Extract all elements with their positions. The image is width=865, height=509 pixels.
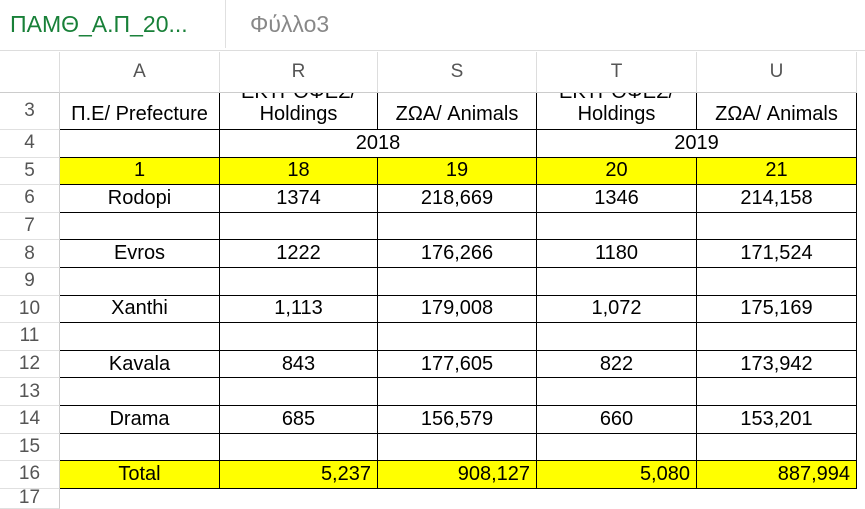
cell[interactable]: 177,605 [378,350,537,379]
cell[interactable]: 21 [697,157,857,186]
row-number[interactable]: 15 [0,433,60,462]
cell[interactable] [60,212,220,241]
column-header[interactable]: A [60,52,220,93]
cell[interactable] [378,323,537,351]
cell[interactable]: 1 [60,157,220,186]
cell[interactable]: Drama [60,406,220,434]
cell[interactable]: 153,201 [697,406,857,434]
cell[interactable] [60,130,220,158]
cell[interactable]: 1180 [537,240,697,268]
cell[interactable]: 5,237 [220,461,378,489]
cell[interactable]: 660 [537,406,697,434]
cell[interactable] [378,212,537,241]
cell[interactable]: 214,158 [697,185,857,213]
cell[interactable] [60,378,220,406]
cell[interactable]: 218,669 [378,185,537,213]
cell[interactable] [537,378,697,406]
cell[interactable]: 176,266 [378,240,537,268]
cell[interactable]: 20 [537,157,697,186]
cell[interactable]: 843 [220,350,378,379]
row-number[interactable]: 10 [0,295,60,324]
row-number[interactable]: 7 [0,212,60,241]
row-number[interactable]: 11 [0,323,60,351]
cell[interactable] [697,212,857,241]
cell[interactable] [220,268,378,296]
cell[interactable]: Rodopi [60,185,220,213]
row-number[interactable]: 13 [0,378,60,406]
cell[interactable]: 19 [378,157,537,186]
row-number[interactable]: 12 [0,350,60,379]
cell[interactable] [537,268,697,296]
cell[interactable] [697,268,857,296]
cell[interactable]: 156,579 [378,406,537,434]
divider [0,50,865,51]
cell[interactable] [537,433,697,462]
cell[interactable]: ΖΩΑ/ Animals [378,93,537,130]
cell[interactable] [537,212,697,241]
cell[interactable]: Π.Ε/ Prefecture [60,93,220,130]
cell[interactable] [697,433,857,462]
cell[interactable]: 175,169 [697,295,857,324]
cell[interactable]: 1,113 [220,295,378,324]
row-number[interactable]: 14 [0,406,60,434]
column-header[interactable]: T [537,52,697,93]
cell[interactable]: Total [60,461,220,489]
cell[interactable]: 685 [220,406,378,434]
column-header[interactable]: U [697,52,857,93]
cell[interactable]: 5,080 [537,461,697,489]
cell[interactable]: ΕΚΤΡΟΦΕΣ/ Holdings [537,93,697,130]
corner [0,52,60,93]
cell[interactable]: 171,524 [697,240,857,268]
cell[interactable]: 1222 [220,240,378,268]
row-number[interactable]: 6 [0,185,60,213]
cell[interactable] [378,378,537,406]
cell[interactable] [220,378,378,406]
cell[interactable]: 822 [537,350,697,379]
sheet-tab[interactable]: ΠΑΜΘ_Α.Π_20... [0,0,226,48]
cell[interactable] [697,378,857,406]
row-number[interactable]: 16 [0,461,60,489]
cell[interactable]: 887,994 [697,461,857,489]
cell[interactable] [378,433,537,462]
row-number[interactable]: 9 [0,268,60,296]
cell[interactable]: 2019 [537,130,857,158]
sheet-tab[interactable]: Φύλλο3 [250,10,330,37]
cell[interactable]: 1346 [537,185,697,213]
cell[interactable]: ΕΚΤΡΟΦΕΣ/ Holdings [220,93,378,130]
row-number[interactable]: 3 [0,93,60,130]
row-number[interactable]: 4 [0,130,60,158]
cell[interactable] [537,323,697,351]
cell[interactable] [697,323,857,351]
column-header[interactable]: S [378,52,537,93]
row-number[interactable]: 17 [0,488,60,509]
cell[interactable]: ΖΩΑ/ Animals [697,93,857,130]
row-number[interactable]: 5 [0,157,60,186]
cell[interactable] [60,323,220,351]
row-number[interactable]: 8 [0,240,60,268]
cell[interactable] [60,268,220,296]
cell[interactable]: 18 [220,157,378,186]
cell[interactable]: 1374 [220,185,378,213]
cell[interactable]: Xanthi [60,295,220,324]
cell[interactable] [60,433,220,462]
cell[interactable]: 1,072 [537,295,697,324]
column-header[interactable]: R [220,52,378,93]
cell[interactable] [220,323,378,351]
cell[interactable] [220,212,378,241]
cell[interactable] [378,268,537,296]
cell[interactable] [220,433,378,462]
cell[interactable]: 179,008 [378,295,537,324]
cell[interactable]: 908,127 [378,461,537,489]
cell[interactable]: Kavala [60,350,220,379]
cell[interactable]: Evros [60,240,220,268]
cell[interactable]: 2018 [220,130,537,158]
cell[interactable]: 173,942 [697,350,857,379]
